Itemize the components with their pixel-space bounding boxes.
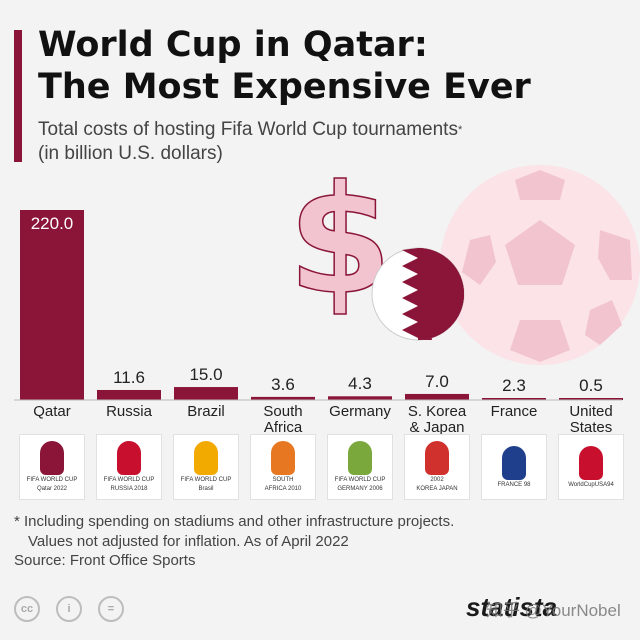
category-label-7-line-1: States <box>569 419 613 436</box>
qatar-flag-coin-icon <box>371 247 465 341</box>
category-label-3: South Africa <box>243 404 323 436</box>
title-line-1: World Cup in Qatar: <box>38 25 428 65</box>
chart-subtitle: Total costs of hosting Fifa World Cup to… <box>38 118 598 166</box>
category-label-4: Germany <box>320 404 400 420</box>
hands-trophy-icon <box>194 441 218 475</box>
logo-0-text-1: Qatar 2022 <box>36 486 68 492</box>
subtitle-line-1: Total costs of hosting Fifa World Cup to… <box>38 119 463 140</box>
bar-2 <box>174 387 238 400</box>
logo-1: FIFA WORLD CUP RUSSIA 2018 <box>96 434 162 500</box>
football-icon <box>271 441 295 475</box>
creative-commons-icon[interactable]: cc <box>14 596 40 622</box>
ball-icon <box>502 445 526 480</box>
logo-0-text-0: FIFA WORLD CUP <box>26 477 78 483</box>
logo-3: SOUTH AFRICA 2010 <box>250 434 316 500</box>
category-label-1: Russia <box>89 404 169 420</box>
value-label-6: 2.3 <box>502 376 526 395</box>
category-label-3-line-0: South <box>263 403 303 420</box>
logo-7-text-0: WorldCupUSA94 <box>568 481 614 488</box>
trophy-icon <box>40 441 64 475</box>
value-label-2: 15.0 <box>189 365 223 385</box>
bars <box>20 210 623 400</box>
logo-1-text-1: RUSSIA 2018 <box>110 486 148 492</box>
category-label-5-line-0: S. Korea <box>407 403 467 420</box>
title-line-2: The Most Expensive Ever <box>38 67 531 107</box>
value-label-7: 0.5 <box>579 376 603 395</box>
logo-5: 2002 KOREA JAPAN <box>404 434 470 500</box>
value-label-1: 11.6 <box>113 367 145 387</box>
value-label-3: 3.6 <box>271 374 295 394</box>
chart-title: World Cup in Qatar: The Most Expensive E… <box>38 24 628 108</box>
category-label-5: S. Korea & Japan <box>397 404 477 436</box>
category-label-6: France <box>474 404 554 420</box>
logo-1-text-0: FIFA WORLD CUP <box>103 477 155 483</box>
source-note: Source: Front Office Sports <box>14 552 196 569</box>
category-label-2-line-0: Brazil <box>187 403 225 420</box>
subtitle-footnote-mark: * <box>457 124 463 136</box>
logo-3-text-1: AFRICA 2010 <box>264 486 302 492</box>
bar-1 <box>97 389 161 400</box>
ball-icon <box>579 445 603 480</box>
logo-5-text-0: 2002 <box>430 477 444 483</box>
subtitle-line-2: (in billion U.S. dollars) <box>38 143 223 164</box>
logo-7: WorldCupUSA94 <box>558 434 624 500</box>
soccer-ball-icon <box>440 165 640 365</box>
category-label-0: Qatar <box>12 404 92 420</box>
value-label-4: 4.3 <box>348 374 372 394</box>
category-label-3-line-1: Africa <box>263 419 303 436</box>
value-label-5: 7.0 <box>425 371 449 391</box>
trophy-icon <box>117 441 141 475</box>
footnote-line-1: * Including spending on stadiums and oth… <box>14 513 455 530</box>
category-label-7: United States <box>551 404 631 436</box>
logo-2-text-1: Brasil <box>198 486 214 492</box>
bar-4 <box>328 396 392 400</box>
logo-4: FIFA WORLD CUP GERMANY 2006 <box>327 434 393 500</box>
category-label-5-line-1: & Japan <box>409 419 465 436</box>
bar-5 <box>405 393 469 400</box>
logo-6: FRANCE 98 <box>481 434 547 500</box>
logo-4-text-1: GERMANY 2006 <box>337 486 383 492</box>
trophy-icon <box>425 441 449 475</box>
category-label-0-line-0: Qatar <box>33 403 71 420</box>
value-label-0: 220.0 <box>30 214 74 233</box>
footnote: * Including spending on stadiums and oth… <box>14 512 454 552</box>
logo-2: FIFA WORLD CUP Brasil <box>173 434 239 500</box>
logo-6-text-0: FRANCE 98 <box>497 481 531 488</box>
bar-7 <box>559 398 623 400</box>
header-accent-bar <box>14 30 22 162</box>
logo-2-text-0: FIFA WORLD CUP <box>180 477 232 483</box>
attribution-icon[interactable]: i <box>56 596 82 622</box>
logo-4-text-0: FIFA WORLD CUP <box>334 477 386 483</box>
logo-0: FIFA WORLD CUP Qatar 2022 <box>19 434 85 500</box>
watermark: 知乎 @YourNobel <box>486 601 621 620</box>
bar-3 <box>251 396 315 400</box>
bar-0 <box>20 210 84 400</box>
no-derivatives-icon[interactable]: = <box>98 596 124 622</box>
smiley-icon <box>348 441 372 475</box>
category-label-2: Brazil <box>166 404 246 420</box>
bar-6 <box>482 398 546 400</box>
category-label-7-line-0: United <box>569 403 613 420</box>
logo-3-text-0: SOUTH <box>272 477 294 483</box>
category-label-6-line-0: France <box>490 403 538 420</box>
category-label-4-line-0: Germany <box>329 403 391 420</box>
logo-5-text-1: KOREA JAPAN <box>416 486 458 492</box>
category-label-1-line-0: Russia <box>106 403 152 420</box>
footnote-line-2: Values not adjusted for inflation. As of… <box>28 533 349 550</box>
statista-logo[interactable]: statista <box>466 592 558 622</box>
